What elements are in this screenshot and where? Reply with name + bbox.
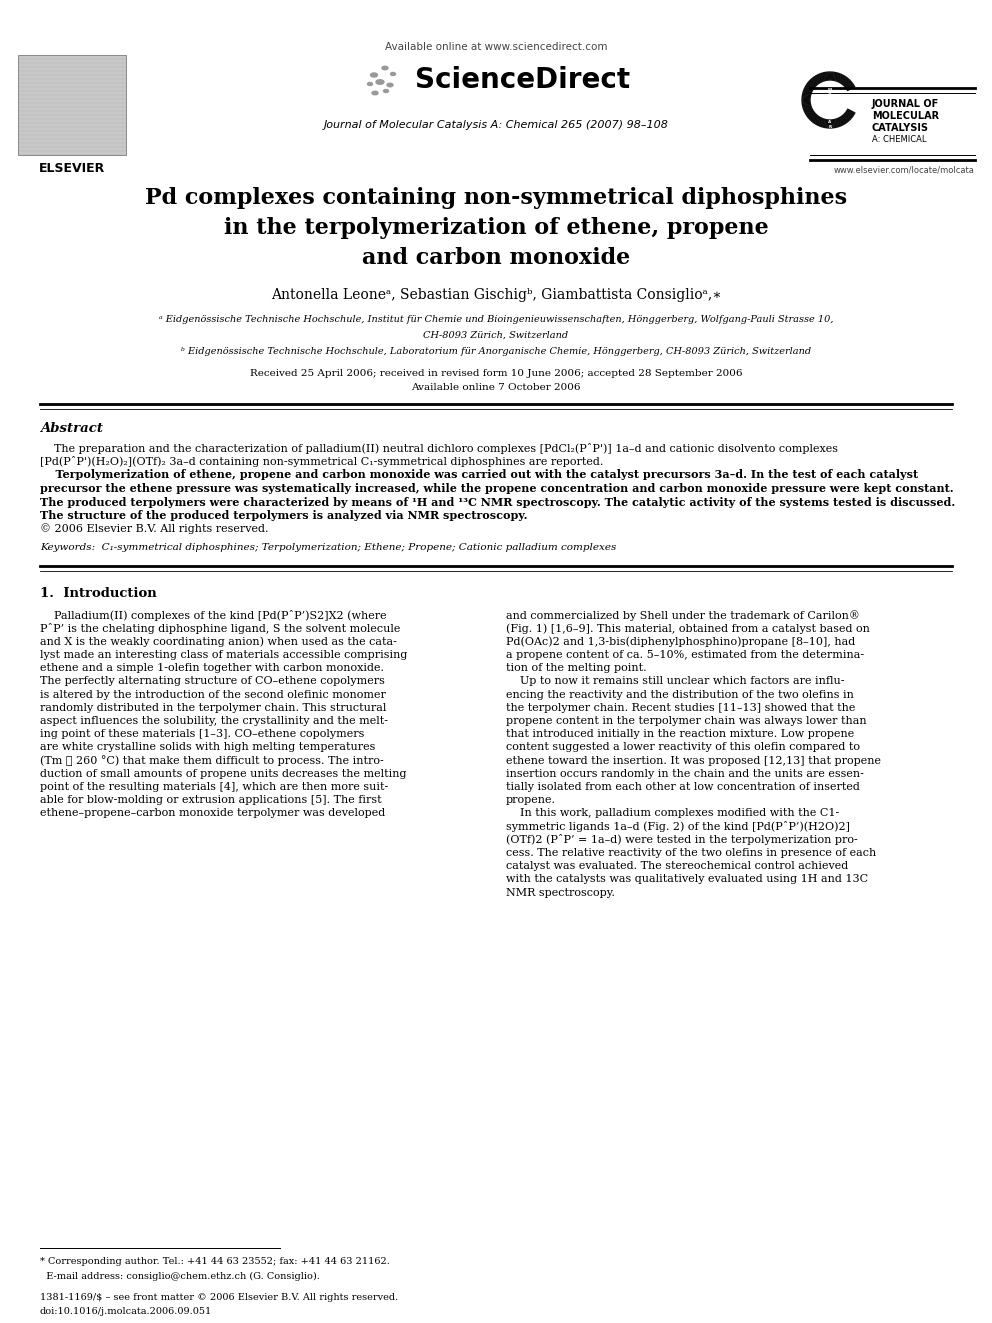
Text: Available online 7 October 2006: Available online 7 October 2006 [412,382,580,392]
Text: PˆP’ is the chelating diphosphine ligand, S the solvent molecule: PˆP’ is the chelating diphosphine ligand… [40,623,401,634]
Text: 1381-1169/$ – see front matter © 2006 Elsevier B.V. All rights reserved.: 1381-1169/$ – see front matter © 2006 El… [40,1294,398,1303]
Text: ethene toward the insertion. It was proposed [12,13] that propene: ethene toward the insertion. It was prop… [506,755,881,766]
Text: Keywords:  C₁-symmetrical diphosphines; Terpolymerization; Ethene; Propene; Cati: Keywords: C₁-symmetrical diphosphines; T… [40,542,616,552]
Text: Pd complexes containing non-symmetrical diphosphines: Pd complexes containing non-symmetrical … [145,187,847,209]
Text: propene.: propene. [506,795,556,806]
Text: content suggested a lower reactivity of this olefin compared to: content suggested a lower reactivity of … [506,742,860,753]
Text: with the catalysts was qualitatively evaluated using 1H and 13C: with the catalysts was qualitatively eva… [506,875,868,885]
Text: The preparation and the characterization of palladium(II) neutral dichloro compl: The preparation and the characterization… [40,442,838,454]
Text: aspect influences the solubility, the crystallinity and the melt-: aspect influences the solubility, the cr… [40,716,388,726]
Text: Received 25 April 2006; received in revised form 10 June 2006; accepted 28 Septe: Received 25 April 2006; received in revi… [250,369,742,377]
Ellipse shape [367,82,373,86]
Ellipse shape [376,79,384,85]
Text: The perfectly alternating structure of CO–ethene copolymers: The perfectly alternating structure of C… [40,676,385,687]
Text: a propene content of ca. 5–10%, estimated from the determina-: a propene content of ca. 5–10%, estimate… [506,650,864,660]
Text: Palladium(II) complexes of the kind [Pd(PˆP’)S2]X2 (where: Palladium(II) complexes of the kind [Pd(… [40,610,387,620]
Text: M
O
L
E
C
U
L
A
R: M O L E C U L A R [828,89,832,128]
Text: Up to now it remains still unclear which factors are influ-: Up to now it remains still unclear which… [506,676,844,687]
Text: ᵃ Eidgenössische Technische Hochschule, Institut für Chemie und Bioingenieuwisse: ᵃ Eidgenössische Technische Hochschule, … [159,315,833,324]
Text: 1.  Introduction: 1. Introduction [40,587,157,601]
Text: NMR spectroscopy.: NMR spectroscopy. [506,888,615,898]
Ellipse shape [370,73,378,77]
Text: * Corresponding author. Tel.: +41 44 63 23552; fax: +41 44 63 21162.: * Corresponding author. Tel.: +41 44 63 … [40,1257,390,1266]
Text: are white crystalline solids with high melting temperatures: are white crystalline solids with high m… [40,742,375,753]
Text: ethene and a simple 1-olefin together with carbon monoxide.: ethene and a simple 1-olefin together wi… [40,663,384,673]
Text: JOURNAL OF: JOURNAL OF [872,99,939,108]
Text: E-mail address: consiglio@chem.ethz.ch (G. Consiglio).: E-mail address: consiglio@chem.ethz.ch (… [40,1271,319,1281]
Text: Pd(OAc)2 and 1,3-bis(diphenylphosphino)propane [8–10], had: Pd(OAc)2 and 1,3-bis(diphenylphosphino)p… [506,636,855,647]
Text: Journal of Molecular Catalysis A: Chemical 265 (2007) 98–108: Journal of Molecular Catalysis A: Chemic… [323,120,669,130]
Text: CATALYSIS: CATALYSIS [872,123,929,134]
Text: the terpolymer chain. Recent studies [11–13] showed that the: the terpolymer chain. Recent studies [11… [506,703,855,713]
Text: ing point of these materials [1–3]. CO–ethene copolymers: ing point of these materials [1–3]. CO–e… [40,729,364,740]
Text: ethene–propene–carbon monoxide terpolymer was developed: ethene–propene–carbon monoxide terpolyme… [40,808,385,819]
Text: randomly distributed in the terpolymer chain. This structural: randomly distributed in the terpolymer c… [40,703,386,713]
Text: In this work, palladium complexes modified with the C1-: In this work, palladium complexes modifi… [506,808,839,819]
Text: [Pd(PˆP')(H₂O)₂](OTf)₂ 3a–d containing non-symmetrical C₁-symmetrical diphosphin: [Pd(PˆP')(H₂O)₂](OTf)₂ 3a–d containing n… [40,456,603,467]
Text: The produced terpolymers were characterized by means of ¹H and ¹³C NMR spectrosc: The produced terpolymers were characteri… [40,496,955,508]
Text: precursor the ethene pressure was systematically increased, while the propene co: precursor the ethene pressure was system… [40,483,953,493]
Text: and carbon monoxide: and carbon monoxide [362,247,630,269]
Text: Terpolymerization of ethene, propene and carbon monoxide was carried out with th: Terpolymerization of ethene, propene and… [40,470,919,480]
Ellipse shape [391,73,396,75]
Text: duction of small amounts of propene units decreases the melting: duction of small amounts of propene unit… [40,769,407,779]
Text: cess. The relative reactivity of the two olefins in presence of each: cess. The relative reactivity of the two… [506,848,876,859]
Ellipse shape [387,83,393,87]
Ellipse shape [384,90,389,93]
Text: in the terpolymerization of ethene, propene: in the terpolymerization of ethene, prop… [223,217,769,239]
Text: The structure of the produced terpolymers is analyzed via NMR spectroscopy.: The structure of the produced terpolymer… [40,509,528,521]
Text: A: CHEMICAL: A: CHEMICAL [872,135,927,144]
Text: (Fig. 1) [1,6–9]. This material, obtained from a catalyst based on: (Fig. 1) [1,6–9]. This material, obtaine… [506,623,870,634]
Text: encing the reactivity and the distribution of the two olefins in: encing the reactivity and the distributi… [506,689,854,700]
Text: (OTf)2 (PˆP’ = 1a–d) were tested in the terpolymerization pro-: (OTf)2 (PˆP’ = 1a–d) were tested in the … [506,835,858,845]
Text: symmetric ligands 1a–d (Fig. 2) of the kind [Pd(PˆP’)(H2O)2]: symmetric ligands 1a–d (Fig. 2) of the k… [506,822,850,832]
Text: (Tm ≅ 260 °C) that make them difficult to process. The intro-: (Tm ≅ 260 °C) that make them difficult t… [40,755,384,766]
Text: CH-8093 Zürich, Switzerland: CH-8093 Zürich, Switzerland [424,331,568,340]
Text: Antonella Leoneᵃ, Sebastian Gischigᵇ, Giambattista Consiglioᵃ,∗: Antonella Leoneᵃ, Sebastian Gischigᵇ, Gi… [271,288,721,302]
Text: MOLECULAR: MOLECULAR [872,111,939,120]
Text: insertion occurs randomly in the chain and the units are essen-: insertion occurs randomly in the chain a… [506,769,864,779]
Text: is altered by the introduction of the second olefinic monomer: is altered by the introduction of the se… [40,689,386,700]
FancyBboxPatch shape [18,56,126,155]
Text: tially isolated from each other at low concentration of inserted: tially isolated from each other at low c… [506,782,860,792]
Text: catalyst was evaluated. The stereochemical control achieved: catalyst was evaluated. The stereochemic… [506,861,848,872]
Ellipse shape [382,66,388,70]
Text: © 2006 Elsevier B.V. All rights reserved.: © 2006 Elsevier B.V. All rights reserved… [40,524,269,534]
Text: www.elsevier.com/locate/molcata: www.elsevier.com/locate/molcata [834,165,975,175]
Text: that introduced initially in the reaction mixture. Low propene: that introduced initially in the reactio… [506,729,854,740]
Ellipse shape [372,91,378,95]
Text: doi:10.1016/j.molcata.2006.09.051: doi:10.1016/j.molcata.2006.09.051 [40,1307,212,1315]
Text: able for blow-molding or extrusion applications [5]. The first: able for blow-molding or extrusion appli… [40,795,382,806]
Text: Abstract: Abstract [40,422,103,434]
Text: ScienceDirect: ScienceDirect [415,66,630,94]
Text: lyst made an interesting class of materials accessible comprising: lyst made an interesting class of materi… [40,650,408,660]
Text: propene content in the terpolymer chain was always lower than: propene content in the terpolymer chain … [506,716,867,726]
Text: ELSEVIER: ELSEVIER [39,161,105,175]
Text: Available online at www.sciencedirect.com: Available online at www.sciencedirect.co… [385,42,607,52]
Text: and X is the weakly coordinating anion) when used as the cata-: and X is the weakly coordinating anion) … [40,636,397,647]
Text: tion of the melting point.: tion of the melting point. [506,663,647,673]
Text: ᵇ Eidgenössische Technische Hochschule, Laboratorium für Anorganische Chemie, Hö: ᵇ Eidgenössische Technische Hochschule, … [181,348,811,356]
Text: point of the resulting materials [4], which are then more suit-: point of the resulting materials [4], wh… [40,782,388,792]
Text: and commercialized by Shell under the trademark of Carilon®: and commercialized by Shell under the tr… [506,610,860,620]
